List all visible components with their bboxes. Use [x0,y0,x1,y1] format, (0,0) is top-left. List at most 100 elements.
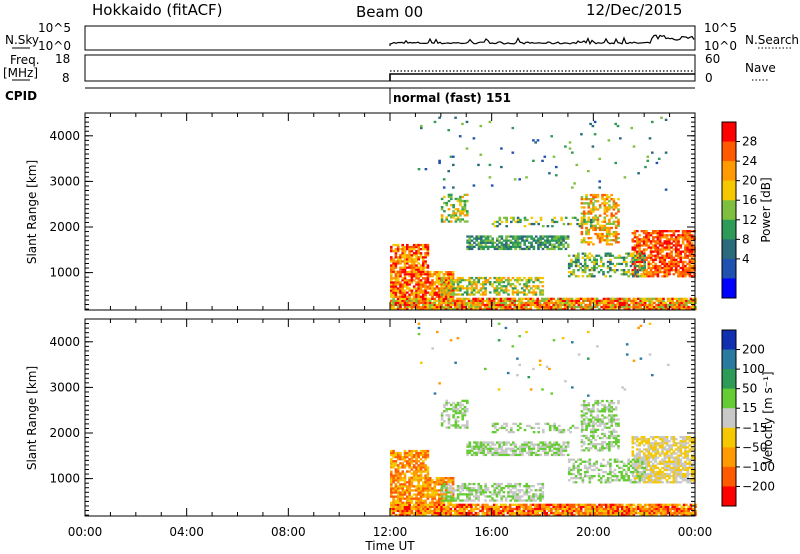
heatmap-cell [504,285,508,288]
heatmap-cell [547,305,551,309]
heatmap-cell [604,252,608,255]
heatmap-cell [617,241,620,244]
heatmap-cell [479,489,483,492]
heatmap-cell [401,277,404,280]
heatmap-cell [557,453,561,457]
heatmap-cell [589,301,592,305]
heatmap-cell [419,291,423,294]
heatmap-cell [426,509,430,513]
heatmap-cell [475,447,478,450]
heatmap-cell [472,303,475,307]
heatmap-cell [674,258,678,261]
heatmap-cell [449,301,453,305]
heatmap-cell [390,307,393,311]
heatmap-cell [399,281,402,284]
heatmap-cell [502,451,506,454]
heatmap-cell [557,235,561,238]
heatmap-cell [596,222,600,225]
heatmap-cell [596,404,600,407]
heatmap-cell [406,481,409,484]
heatmap-cell [625,252,628,255]
heatmap-cell [410,454,414,457]
heatmap-cell [466,279,469,282]
heatmap-cell [392,293,395,296]
heatmap-cell [417,497,420,500]
heatmap-cell [611,513,615,517]
heatmap-cell [508,511,512,515]
heatmap-cell [548,441,552,444]
heatmap-cell [415,487,418,490]
heatmap-cell [663,246,667,249]
heatmap-cell [417,273,420,276]
heatmap-cell [521,247,524,251]
heatmap-cell [451,301,455,305]
heatmap-cell [460,305,464,309]
heatmap-cell [668,260,671,264]
heatmap-cell [557,297,560,300]
heatmap-cell [666,303,670,307]
heatmap-cell [662,503,665,506]
heatmap-cell [492,297,496,300]
heatmap-cell [415,513,418,517]
heatmap-cell [486,443,490,446]
heatmap-cell [415,507,418,511]
heatmap-cell [500,489,503,492]
heatmap-cell [516,239,520,242]
heatmap-cell [518,245,522,248]
heatmap-cell [633,262,637,266]
heatmap-cell [505,247,508,251]
heatmap-cell [627,503,631,506]
heatmap-cell [496,243,499,246]
heatmap-cell [576,218,579,222]
heatmap-cell [601,436,604,440]
heatmap-cell [614,235,618,238]
heatmap-cell [459,401,462,405]
heatmap-cell [601,422,604,425]
heatmap-cell [563,511,567,515]
heatmap-cell [412,285,416,288]
heatmap-cell [500,247,504,251]
heatmap-cell [431,303,434,307]
heatmap-cell [632,303,636,307]
heatmap-cell [677,271,680,274]
heatmap-cell [648,509,652,513]
heatmap-cell [541,493,545,496]
heatmap-cell [668,248,671,251]
heatmap-cell [419,297,423,300]
heatmap-cell [495,505,498,508]
heatmap-cell [459,499,462,502]
heatmap-cell [477,447,481,450]
heatmap-cell [472,184,476,187]
heatmap-cell [580,239,584,242]
heatmap-cell [580,438,584,442]
heatmap-cell [468,293,471,296]
heatmap-cell [589,443,593,446]
heatmap-cell [525,443,529,446]
heatmap-cell [577,269,580,272]
heatmap-cell [491,485,494,488]
heatmap-cell [496,239,499,242]
heatmap-cell [605,445,609,448]
heatmap-cell [578,222,582,226]
heatmap-cell [598,422,602,425]
heatmap-cell [641,507,645,511]
heatmap-cell [477,276,480,280]
heatmap-cell [654,246,657,249]
heatmap-cell [672,256,676,259]
heatmap-cell [625,303,629,307]
heatmap-cell [614,436,618,440]
heatmap-cell [605,305,608,309]
heatmap-cell [417,476,420,479]
heatmap-cell [461,199,464,203]
heatmap-cell [452,283,455,286]
heatmap-cell [390,285,393,288]
heatmap-cell [618,262,621,266]
heatmap-cell [463,208,467,211]
heatmap-cell [451,307,455,311]
heatmap-cell [610,424,613,427]
heatmap-cell [689,301,693,305]
heatmap-cell [584,303,587,307]
heatmap-cell [594,402,597,405]
heatmap-cell [592,410,595,413]
heatmap-cell [415,472,418,475]
